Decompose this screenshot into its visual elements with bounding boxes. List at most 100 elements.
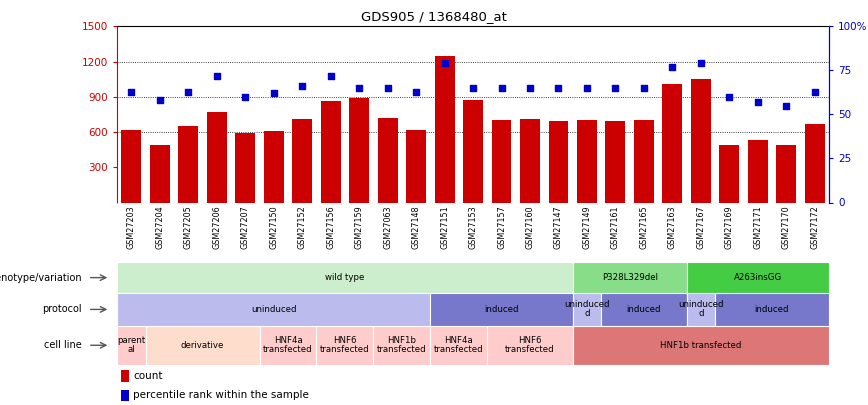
Text: GSM27153: GSM27153 [469,205,477,249]
Point [751,99,765,105]
Point [239,94,253,100]
Text: induced: induced [484,305,519,314]
Text: GSM27159: GSM27159 [355,205,364,249]
Bar [577,120,597,202]
Text: GSM27149: GSM27149 [582,205,591,249]
Point [181,88,195,95]
Text: GSM27160: GSM27160 [525,205,535,249]
Text: HNF4a
transfected: HNF4a transfected [263,336,312,354]
Text: parent
al: parent al [117,336,146,354]
Point [381,85,395,91]
Bar [117,326,146,364]
Point [637,85,651,91]
Point [779,102,793,109]
Bar [687,262,829,293]
Text: GSM27203: GSM27203 [127,205,136,249]
Bar [549,122,569,202]
Bar [349,98,369,202]
Point [551,85,565,91]
Point [210,72,224,79]
Point [266,90,280,96]
Text: percentile rank within the sample: percentile rank within the sample [134,390,309,400]
Text: GSM27157: GSM27157 [497,205,506,249]
Bar [573,262,687,293]
Point [580,85,594,91]
Bar [321,102,340,202]
Bar [293,119,312,202]
Text: GSM27170: GSM27170 [782,205,791,249]
Bar [634,120,654,202]
Text: count: count [134,371,163,381]
Bar [122,130,141,202]
Text: HNF1b transfected: HNF1b transfected [661,341,741,350]
Text: protocol: protocol [43,305,82,314]
Bar [748,140,767,202]
Bar [122,370,129,382]
Bar [687,293,715,326]
Point [694,60,707,66]
Text: GSM27150: GSM27150 [269,205,279,249]
Bar [431,293,573,326]
Text: induced: induced [755,305,789,314]
Bar [464,100,483,202]
Text: GSM27205: GSM27205 [184,205,193,249]
Text: GSM27206: GSM27206 [213,205,221,249]
Bar [487,326,573,364]
Bar [520,119,540,202]
Text: wild type: wild type [326,273,365,282]
Text: P328L329del: P328L329del [602,273,658,282]
Bar [235,133,255,202]
Point [352,85,366,91]
Bar [117,262,573,293]
Text: GSM27161: GSM27161 [611,205,620,249]
Text: GSM27207: GSM27207 [240,205,250,249]
Bar [431,326,487,364]
Text: genotype/variation: genotype/variation [0,273,82,283]
Point [722,94,736,100]
Text: GSM27163: GSM27163 [667,205,677,249]
Text: GSM27147: GSM27147 [554,205,563,249]
Text: GSM27165: GSM27165 [640,205,648,249]
Point [124,88,138,95]
Text: GSM27148: GSM27148 [411,205,421,249]
Text: HNF6
transfected: HNF6 transfected [505,336,555,354]
Point [437,60,451,66]
Text: cell line: cell line [44,340,82,350]
Text: derivative: derivative [181,341,224,350]
Text: GSM27152: GSM27152 [298,205,306,249]
Text: HNF1b
transfected: HNF1b transfected [377,336,427,354]
Text: GSM27063: GSM27063 [383,205,392,249]
Text: GSM27151: GSM27151 [440,205,449,249]
Point [666,64,680,70]
Point [295,83,309,90]
Point [324,72,338,79]
Text: induced: induced [627,305,661,314]
Text: GSM27204: GSM27204 [155,205,164,249]
Point [808,88,822,95]
Text: uninduced: uninduced [251,305,297,314]
Bar [317,326,373,364]
Text: GSM27167: GSM27167 [696,205,706,249]
Bar [146,326,260,364]
Bar [573,293,602,326]
Bar [373,326,431,364]
Bar [378,118,398,202]
Bar [260,326,317,364]
Text: GSM27156: GSM27156 [326,205,335,249]
Bar [805,124,825,202]
Bar [715,293,829,326]
Point [409,88,423,95]
Point [523,85,537,91]
Bar [776,145,796,202]
Text: HNF4a
transfected: HNF4a transfected [434,336,483,354]
Bar [122,390,129,401]
Text: GDS905 / 1368480_at: GDS905 / 1368480_at [361,10,507,23]
Text: GSM27171: GSM27171 [753,205,762,249]
Bar [662,84,682,202]
Bar [264,131,284,202]
Bar [179,126,198,202]
Text: A263insGG: A263insGG [733,273,782,282]
Text: GSM27169: GSM27169 [725,205,733,249]
Bar [406,130,426,202]
Bar [207,112,227,202]
